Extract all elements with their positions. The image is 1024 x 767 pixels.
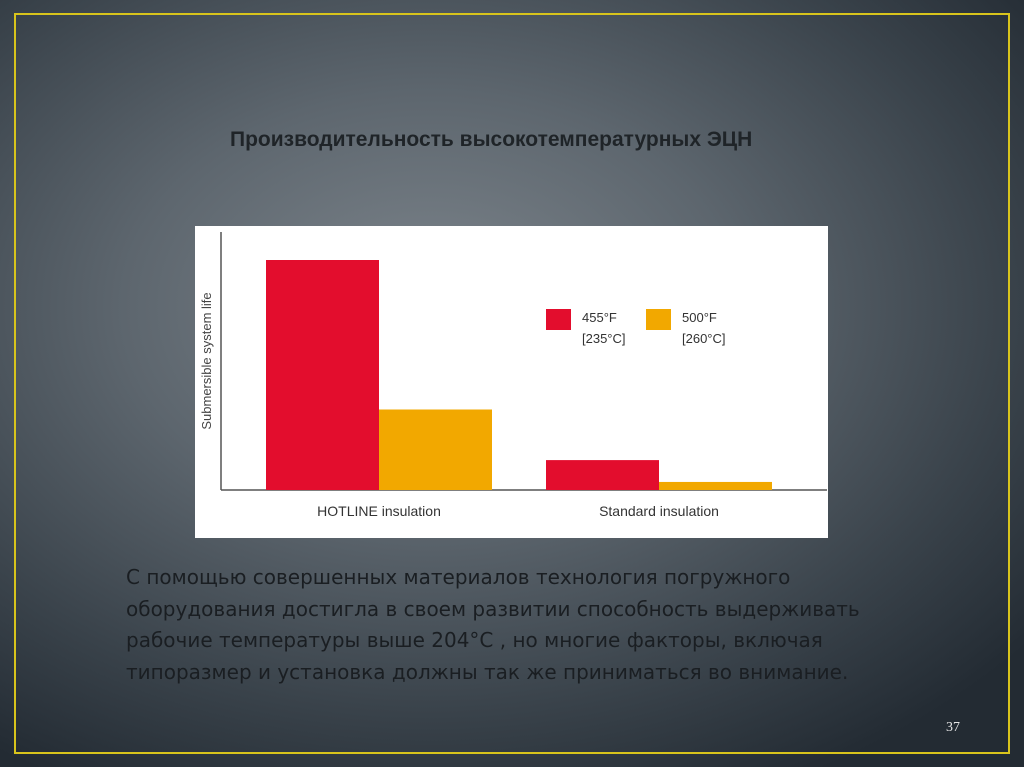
legend-label-1-line2: [235°C] [582,331,626,346]
x-tick-label: HOTLINE insulation [317,503,441,519]
page-number: 37 [946,720,960,735]
bar-hotline-series-1 [266,260,379,490]
slide-frame [14,13,1010,754]
slide-title: Производительность высокотемпературных Э… [230,128,753,151]
bar-hotline-series-2 [379,409,492,490]
chart-panel: Submersible system life HOTLINE insulatio… [195,226,828,538]
y-axis-label: Submersible system life [199,292,214,429]
legend-label-2-line2: [260°C] [682,331,726,346]
legend-swatch-2 [646,309,671,330]
legend-label-1-line1: 455°F [582,310,617,325]
bar-standard-series-2 [659,481,772,490]
legend-swatch-1 [546,309,571,330]
slide-body-text: С помощью совершенных материалов техноло… [126,565,860,684]
bar-chart: Submersible system life HOTLINE insulatio… [199,232,827,519]
bar-standard-series-1 [546,460,659,490]
x-tick-label: Standard insulation [599,503,719,519]
legend-label-2-line1: 500°F [682,310,717,325]
